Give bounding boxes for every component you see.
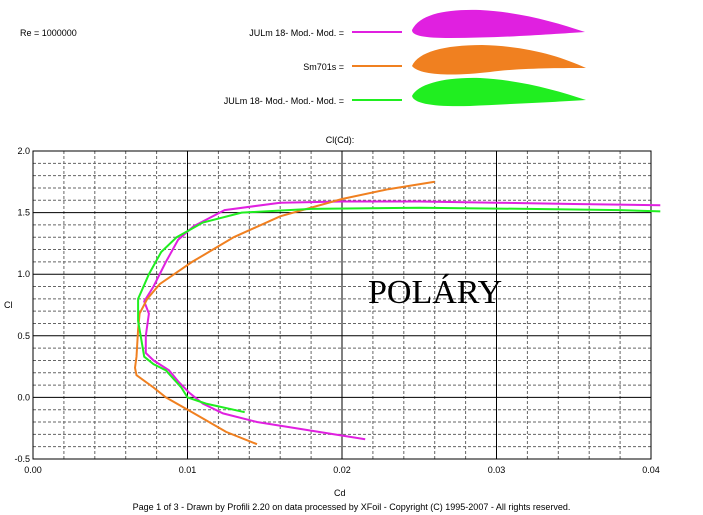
y-tick-label: 0.0 — [17, 392, 30, 402]
y-axis-label: Cl — [4, 300, 13, 310]
y-tick-label: 0.5 — [17, 331, 30, 341]
x-tick-label: 0.01 — [179, 465, 197, 475]
chart-grid — [33, 151, 651, 459]
airfoil-profile-icon-1 — [412, 9, 585, 38]
legend-label-3: JULm 18- Mod.- Mod.- Mod. = — [223, 96, 344, 106]
series-line-1 — [143, 200, 661, 441]
legend-label-1: JULm 18- Mod.- Mod. = — [249, 28, 344, 38]
footer-credits: Page 1 of 3 - Drawn by Profili 2.20 on d… — [132, 502, 571, 512]
x-tick-label: 0.00 — [24, 465, 42, 475]
plot-frame — [32, 150, 652, 460]
legend-graphics — [352, 9, 586, 107]
x-axis-label: Cd — [334, 488, 346, 498]
legend-item-3: JULm 18- Mod.- Mod.- Mod. = — [0, 82, 600, 122]
series-line-3 — [137, 206, 661, 414]
y-tick-label: -0.5 — [14, 454, 30, 464]
legend-item-1: JULm 18- Mod.- Mod. = — [0, 12, 600, 52]
chart-series — [133, 180, 661, 446]
x-tick-label: 0.04 — [642, 465, 660, 475]
airfoil-profile-icon-2 — [412, 45, 586, 75]
watermark-text: POLÁRY — [368, 274, 503, 311]
legend-item-2: Sm701s = — [0, 48, 600, 88]
x-tick-label: 0.03 — [488, 465, 506, 475]
series-line-2 — [133, 180, 435, 446]
airfoil-profile-icon-3 — [412, 77, 586, 107]
y-tick-label: 2.0 — [17, 146, 30, 156]
x-tick-label: 0.02 — [333, 465, 351, 475]
y-tick-label: 1.0 — [17, 269, 30, 279]
y-tick-label: 1.5 — [17, 208, 30, 218]
chart-title: Cl(Cd): — [325, 135, 355, 145]
legend-label-2: Sm701s = — [303, 62, 344, 72]
reynolds-number: Re = 1000000 — [20, 28, 77, 38]
axis-ticks: 0.00 0.01 0.02 0.03 0.04 -0.5 0.0 0.5 1.0 1.5 2.0 — [14, 146, 659, 475]
